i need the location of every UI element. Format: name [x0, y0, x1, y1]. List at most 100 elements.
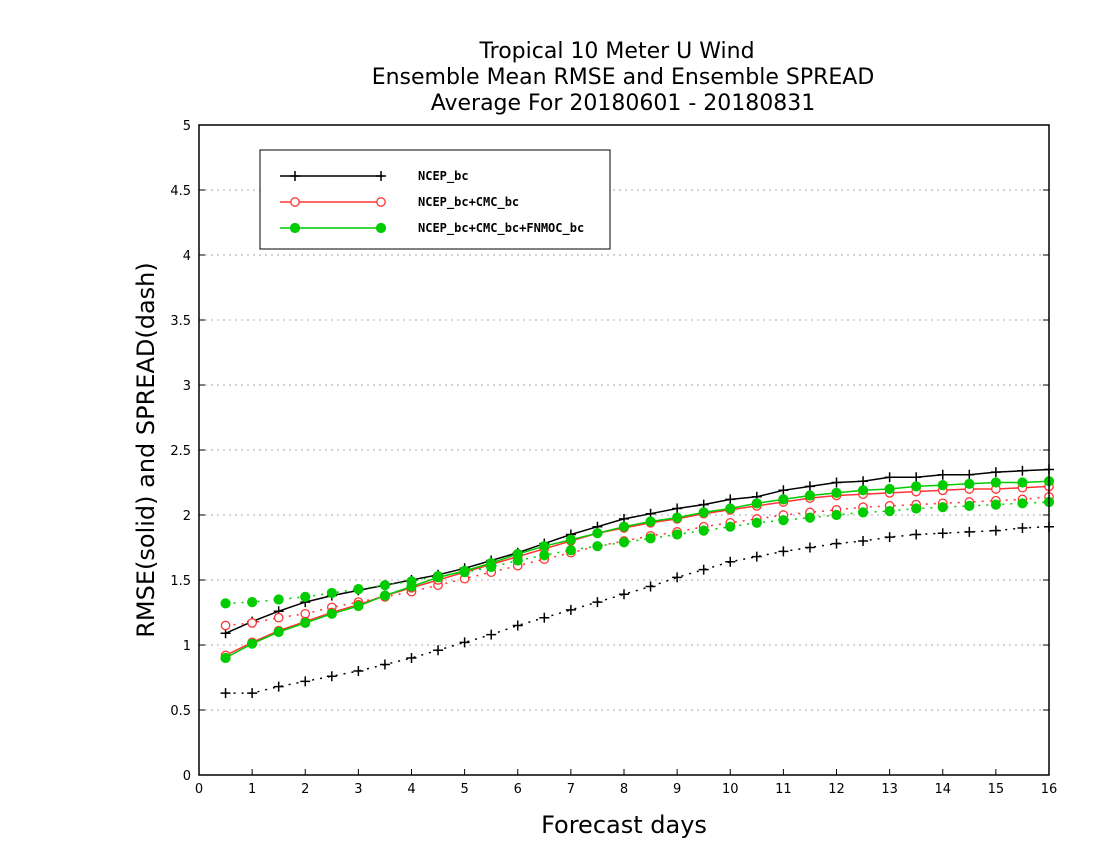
series-1-spread-point-1 — [247, 618, 257, 628]
y-tick-label-3: 1.5 — [170, 574, 191, 589]
series-2-spread-point-23 — [831, 509, 842, 521]
series-2-rmse-point-4 — [326, 608, 337, 619]
series-0-spread-point-15 — [619, 589, 629, 600]
series-0-rmse-point-23 — [831, 477, 842, 488]
series-0-spread-point-2 — [273, 681, 284, 692]
series-0-rmse-point-28 — [964, 469, 975, 480]
series-0-spread-point-14 — [592, 597, 603, 608]
y-tick-label-9: 4.5 — [170, 184, 191, 199]
series-0-rmse-point-26 — [911, 472, 922, 483]
y-tick-label-6: 3 — [183, 379, 191, 394]
series-2-spread-point-6 — [379, 580, 391, 591]
y-tick-label-8: 4 — [183, 249, 191, 264]
series-1 — [220, 481, 1054, 661]
series-2-rmse-point-26 — [911, 481, 922, 492]
legend-box — [259, 149, 611, 250]
x-tick-label-1: 1 — [248, 782, 256, 797]
y-tick-label-0: 0 — [183, 769, 191, 784]
series-0-spread-point-7 — [406, 653, 417, 663]
series-2-rmse-point-5 — [353, 600, 364, 612]
series-2-spread-point-0 — [220, 598, 231, 609]
series-2-spread-point-12 — [539, 550, 550, 561]
series-0 — [220, 464, 1054, 699]
y-axis-label: RMSE(solid) and SPREAD(dash) — [132, 262, 160, 638]
series-0-rmse-point-27 — [937, 469, 948, 480]
chart-title-line-1: Tropical 10 Meter U Wind — [478, 39, 754, 64]
series-0-spread-point-30 — [1017, 523, 1028, 533]
series-1-spread-point-2 — [273, 612, 284, 623]
series-2-rmse-point-6 — [379, 590, 391, 601]
series-2-rmse-point-8 — [432, 572, 444, 583]
legend-marker-right-0 — [376, 171, 386, 181]
series-2-spread-point-27 — [937, 502, 948, 513]
series-2-rmse-point-28 — [964, 478, 975, 489]
series-0-spread-point-27 — [937, 528, 948, 539]
series-0-spread-point-18 — [698, 564, 709, 575]
series-2-rmse-point-13 — [565, 534, 576, 545]
series-0-spread-point-23 — [831, 538, 842, 549]
x-tick-label-4: 4 — [407, 782, 415, 797]
series-2-spread-point-30 — [1017, 498, 1028, 509]
series-2-spread-point-18 — [698, 525, 709, 536]
series-2-rmse-point-17 — [672, 512, 683, 523]
chart-title-line-3: Average For 20180601 - 20180831 — [431, 91, 816, 116]
legend: NCEP_bc NCEP_bc+CMC_bc NCEP_bc+CMC_bc+FNMO… — [259, 149, 611, 250]
series-0-spread-point-11 — [512, 620, 523, 631]
series-1-spread-point-0 — [220, 620, 231, 631]
series-1-spread-point-3 — [300, 608, 311, 619]
series-0-spread-point-26 — [911, 529, 922, 540]
series-0-spread-point-29 — [990, 525, 1001, 536]
x-tick-label-8: 8 — [620, 782, 628, 797]
series-2-rmse-point-15 — [618, 521, 630, 532]
series-2-spread-point-1 — [247, 597, 258, 608]
series-2-rmse-point-27 — [937, 480, 948, 491]
series-2-spread-point-22 — [804, 512, 816, 523]
series-1-rmse-line — [225, 485, 1050, 657]
legend-marker-left-1 — [290, 197, 300, 207]
series-2-rmse-point-2 — [273, 626, 284, 638]
series-2-spread-point-25 — [884, 506, 895, 517]
series-2-rmse-point-7 — [406, 581, 417, 592]
x-tick-label-3: 3 — [354, 782, 362, 797]
series-2-rmse-point-1 — [247, 638, 258, 649]
series-0-spread-point-28 — [964, 526, 975, 537]
series-2-spread-point-15 — [618, 537, 630, 548]
series-2-spread-point-26 — [911, 503, 922, 514]
legend-marker-right-1 — [376, 197, 386, 207]
x-tick-label-6: 6 — [514, 782, 522, 797]
x-tick-label-5: 5 — [460, 782, 468, 797]
series-2-rmse-point-25 — [884, 483, 895, 495]
series-0-spread-point-5 — [353, 666, 364, 676]
series-0-spread-point-24 — [858, 536, 869, 546]
series-2-spread-point-21 — [778, 515, 789, 526]
y-tick-label-1: 0.5 — [170, 704, 191, 719]
series-2-rmse-line — [225, 480, 1050, 659]
series-0-rmse-point-30 — [1017, 465, 1028, 476]
chart-title-line-2: Ensemble Mean RMSE and Ensemble SPREAD — [372, 65, 875, 90]
series-0-spread-point-19 — [725, 556, 736, 567]
series-0-spread-point-22 — [804, 542, 815, 553]
series-0-spread-point-9 — [459, 637, 470, 648]
series-2-spread-point-3 — [300, 591, 311, 603]
series-0-spread-point-1 — [247, 688, 258, 699]
series-2-spread-point-13 — [565, 545, 576, 556]
series-0-spread-line — [225, 525, 1050, 694]
series-0-rmse-point-22 — [804, 481, 815, 492]
series-2-rmse-point-19 — [725, 503, 736, 514]
series-0-spread-point-8 — [433, 645, 444, 656]
series-0-rmse-point-29 — [990, 467, 1001, 478]
series-0-spread-point-10 — [486, 629, 497, 640]
series-2 — [220, 476, 1055, 664]
series-0-spread-point-13 — [565, 604, 576, 615]
series-2-rmse-point-0 — [220, 652, 231, 664]
series-2-spread-line — [225, 501, 1050, 605]
series-0-rmse-point-24 — [858, 476, 869, 487]
series-2-spread-point-4 — [326, 587, 337, 599]
x-tick-label-7: 7 — [567, 782, 575, 797]
legend-label-2: NCEP_bc+CMC_bc+FNMOC_bc — [418, 221, 584, 236]
legend-marker-left-0 — [290, 171, 300, 181]
series-2-rmse-point-23 — [831, 487, 842, 498]
series-2-rmse-point-18 — [698, 507, 709, 518]
series-0-spread-point-25 — [884, 532, 895, 543]
